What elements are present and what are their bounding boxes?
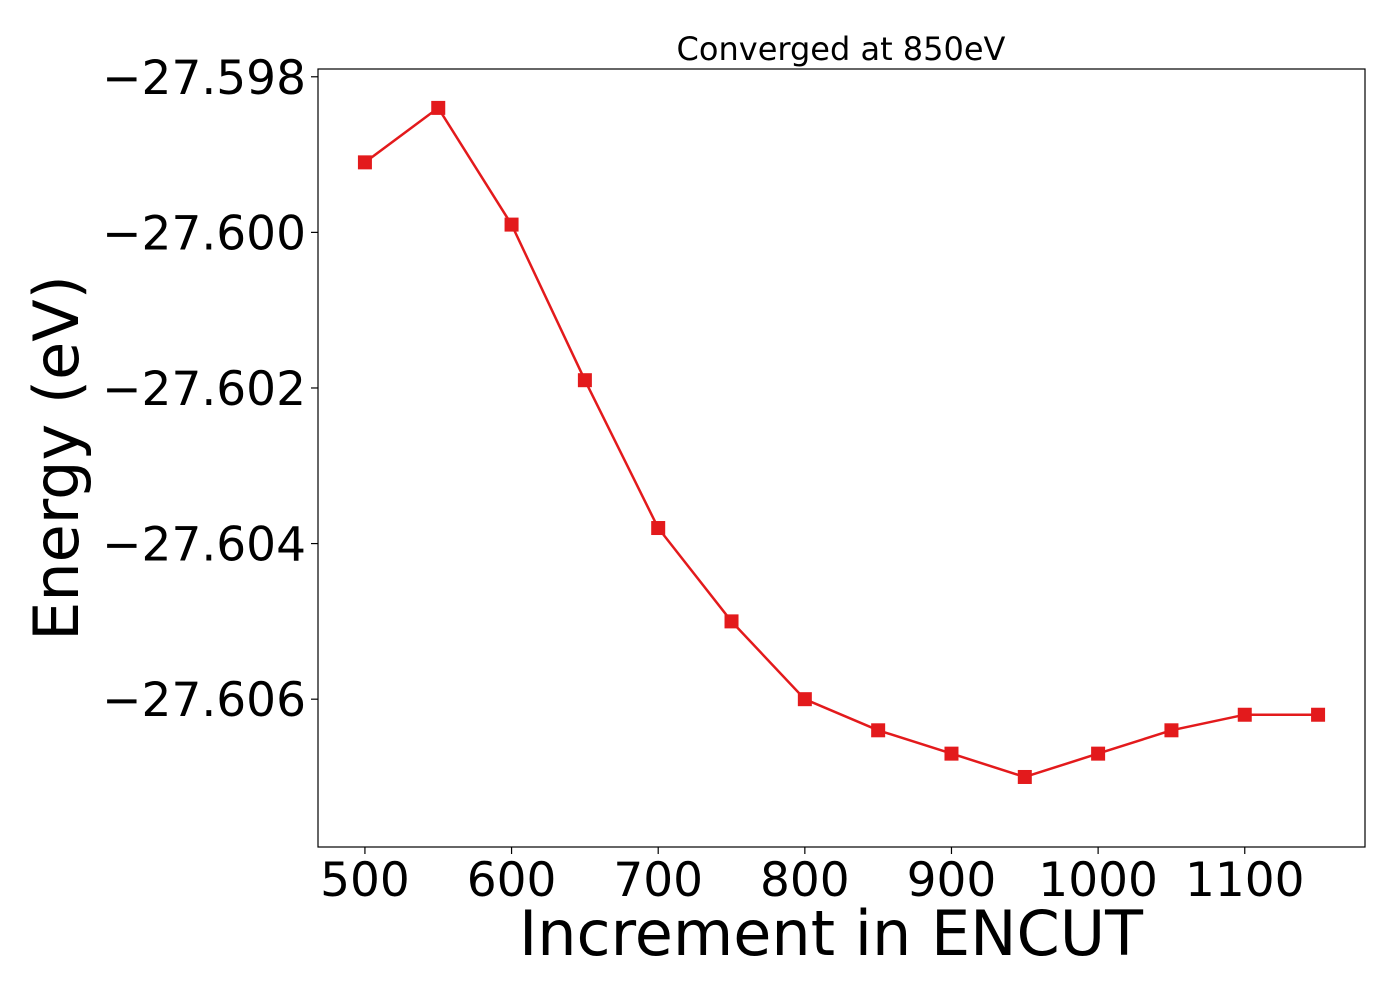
data-point-marker	[357, 155, 372, 170]
x-tick-label: 1100	[1185, 853, 1305, 908]
x-tick-label: 800	[760, 853, 850, 908]
data-point-marker	[504, 217, 519, 232]
plot-area-frame	[317, 68, 1366, 848]
x-tick-label: 600	[467, 853, 557, 908]
data-point-marker	[724, 614, 739, 629]
x-tick-label: 900	[907, 853, 997, 908]
series-line	[364, 106, 1319, 779]
y-tick-label: −27.606	[102, 673, 306, 728]
x-axis-label: Increment in ENCUT	[519, 897, 1144, 970]
y-axis-label: Energy (eV)	[20, 275, 93, 641]
y-tick-label: −27.600	[102, 206, 306, 261]
y-tick-label: −27.598	[102, 51, 306, 106]
x-tick-label: 500	[320, 853, 410, 908]
x-tick-label: 1000	[1038, 853, 1158, 908]
data-point-marker	[1311, 707, 1326, 722]
data-point-marker	[1237, 707, 1252, 722]
data-point-marker	[577, 373, 592, 388]
data-point-marker	[1164, 723, 1179, 738]
data-point-marker	[797, 692, 812, 707]
x-tick-label: 700	[613, 853, 703, 908]
x-axis: 500 600 700 800 900 1000 1100	[320, 847, 1305, 908]
data-point-marker	[944, 746, 959, 761]
data-point-marker	[871, 723, 886, 738]
chart-title: Converged at 850eV	[677, 30, 1006, 68]
series-layer	[357, 100, 1326, 784]
y-tick-label: −27.602	[102, 362, 306, 417]
y-axis: −27.598 −27.600 −27.602 −27.604 −27.606	[102, 51, 318, 728]
data-point-marker	[651, 521, 666, 536]
data-point-marker	[1091, 746, 1106, 761]
data-point-marker	[431, 100, 446, 115]
data-point-marker	[1017, 769, 1032, 784]
y-tick-label: −27.604	[102, 518, 306, 573]
